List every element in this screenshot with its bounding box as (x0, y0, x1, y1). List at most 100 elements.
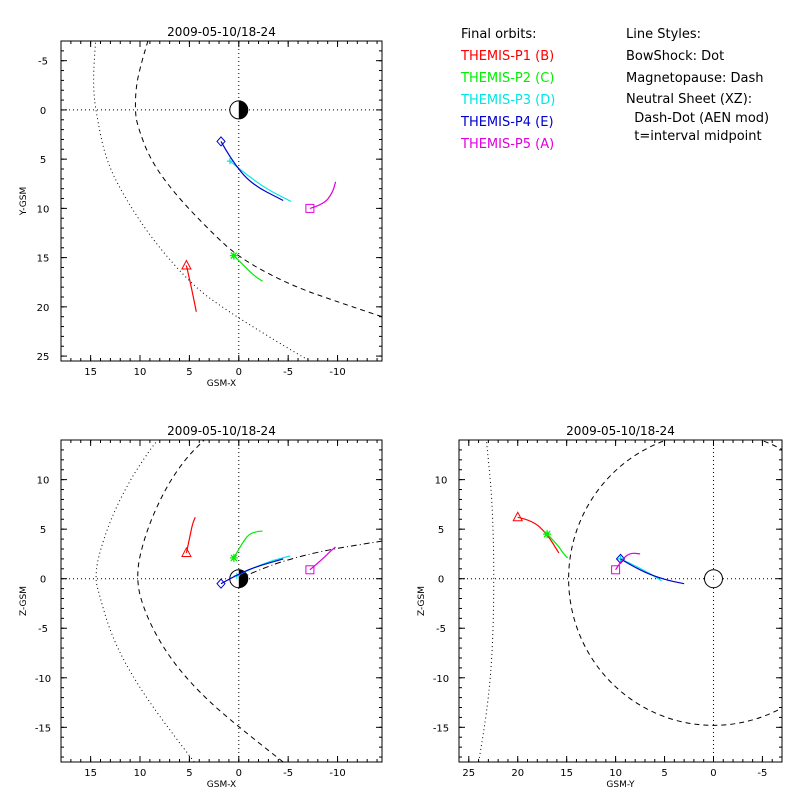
y-tick-label: -15 (433, 723, 449, 734)
plot-area-1 (61, 41, 382, 361)
y-axis-label: Y-GSM (19, 187, 29, 216)
y-tick-label: 10 (435, 476, 448, 487)
x-axis-label: GSM-X (207, 379, 236, 389)
orbit-track-p5 (615, 552, 641, 571)
plot-title: 2009-05-10/18-24 (167, 25, 276, 39)
x-tick-label: 5 (186, 367, 192, 378)
y-tick-label: 5 (438, 525, 444, 536)
bowshock-curve (93, 41, 312, 361)
x-tick-label: 20 (511, 768, 524, 779)
plot-title: 2009-05-10/18-24 (566, 424, 675, 438)
plot-area-2 (61, 440, 382, 762)
y-tick-label: 25 (37, 352, 50, 363)
plot-frame (60, 439, 383, 763)
orbit-marker-p1 (181, 259, 192, 270)
orbit-track-p1 (185, 265, 197, 312)
orbit-marker-p4 (216, 136, 226, 147)
neutral-sheet-curve (238, 540, 382, 580)
orbit-track-p4 (620, 558, 685, 585)
x-axis-label: GSM-X (207, 780, 236, 790)
x-tick-label: -10 (329, 768, 345, 779)
y-tick-label: -5 (38, 624, 48, 635)
orbit-track-p2 (546, 533, 569, 559)
legend-probe-p1: THEMIS-P1 (B) (461, 49, 555, 64)
orbits-legend: Final orbits: THEMIS-P1 (B) THEMIS-P2 (C… (461, 24, 555, 156)
line-style-magnetopause: Magnetopause: Dash (626, 71, 764, 86)
y-axis-label: Z-GSM (417, 586, 427, 616)
line-style-neutral-sheet-mod: Dash-Dot (AEN mod) (626, 111, 770, 126)
y-tick-label: -10 (35, 674, 51, 685)
orbit-marker-p3 (226, 158, 233, 165)
orbit-track-p2 (233, 255, 263, 282)
bowshock-curve (95, 440, 195, 762)
orbit-marker-p2 (229, 553, 238, 562)
x-tick-label: -5 (283, 367, 293, 378)
orbit-marker-p1 (512, 511, 524, 522)
orbit-marker-p5 (305, 565, 315, 575)
magnetopause-curve (137, 440, 284, 762)
line-style-midpoint: t=interval midpoint (626, 129, 762, 144)
x-tick-label: 0 (236, 367, 242, 378)
magnetopause-circle (568, 440, 782, 726)
x-tick-label: 5 (186, 768, 192, 779)
y-tick-label: -15 (35, 723, 51, 734)
x-tick-label: 10 (134, 768, 147, 779)
x-tick-label: 25 (462, 768, 475, 779)
x-tick-label: 15 (560, 768, 573, 779)
x-tick-label: -10 (329, 367, 345, 378)
orbit-marker-p2 (543, 530, 552, 539)
orbit-track-p4 (220, 558, 284, 585)
x-tick-label: 0 (710, 768, 716, 779)
magnetopause-curve (134, 41, 382, 318)
orbit-track-p5 (309, 181, 337, 209)
orbit-track-p4 (220, 141, 284, 202)
plot-frame (60, 40, 383, 362)
legend-probe-p4: THEMIS-P4 (E) (461, 115, 554, 130)
orbit-marker-p4 (216, 578, 226, 589)
y-tick-label: 15 (37, 254, 50, 265)
orbit-track-p3 (229, 160, 292, 203)
y-tick-label: 0 (438, 575, 444, 586)
x-tick-label: -5 (757, 768, 767, 779)
y-tick-label: 5 (40, 525, 46, 536)
x-axis-label: GSM-Y (606, 780, 635, 790)
bowshock-curve (478, 440, 495, 762)
x-tick-label: -5 (283, 768, 293, 779)
line-style-bowshock: BowShock: Dot (626, 49, 725, 64)
orbit-track-p1 (517, 516, 560, 554)
legend-probe-p5: THEMIS-P5 (A) (461, 137, 555, 152)
orbit-marker-p5 (611, 565, 621, 575)
line-styles-legend: Line Styles: BowShock: Dot Magnetopause:… (626, 24, 769, 146)
x-tick-label: 0 (236, 768, 242, 779)
earth-night-side (238, 100, 248, 119)
orbit-track-p5 (309, 546, 336, 571)
y-tick-label: 10 (37, 204, 50, 215)
plot-title: 2009-05-10/18-24 (167, 424, 276, 438)
plot-area-3 (459, 440, 782, 762)
orbit-marker-p5 (305, 203, 315, 213)
plot-frame (458, 439, 783, 763)
y-tick-label: 20 (37, 303, 50, 314)
legend-probe-p3: THEMIS-P3 (D) (461, 93, 556, 108)
y-tick-label: -5 (38, 57, 48, 68)
line-styles-title: Line Styles: (626, 27, 702, 42)
orbit-marker-p2 (229, 251, 238, 260)
orbit-track-p2 (233, 530, 263, 559)
plot-panel-2: 15 10 5 0 -5 -10 -15 -10 -5 0 5 10 2009-05-10/18-24 G… (19, 424, 383, 790)
y-axis-label: Z-GSM (19, 586, 29, 616)
line-style-neutral-sheet: Neutral Sheet (XZ): (626, 92, 753, 107)
x-tick-label: 15 (84, 768, 97, 779)
x-tick-label: 5 (661, 768, 667, 779)
plot-panel-3: 25 20 15 10 5 0 -5 -15 -10 -5 0 5 10 2009-05-10/18-24… (417, 424, 783, 790)
orbit-marker-p1 (181, 546, 192, 557)
x-tick-label: 10 (134, 367, 147, 378)
y-tick-label: 10 (37, 476, 50, 487)
y-tick-label: 5 (40, 155, 46, 166)
x-tick-label: 15 (84, 367, 97, 378)
orbit-marker-p3 (617, 555, 624, 562)
orbits-legend-title: Final orbits: (461, 27, 537, 42)
orbit-track-p1 (185, 517, 196, 554)
plot-panel-1: 15 10 5 0 -5 -10 -5 0 5 10 15 20 25 2009-05-10/18-24 G… (19, 25, 383, 389)
y-tick-label: -5 (436, 624, 446, 635)
legend-probe-p2: THEMIS-P2 (C) (461, 71, 555, 86)
